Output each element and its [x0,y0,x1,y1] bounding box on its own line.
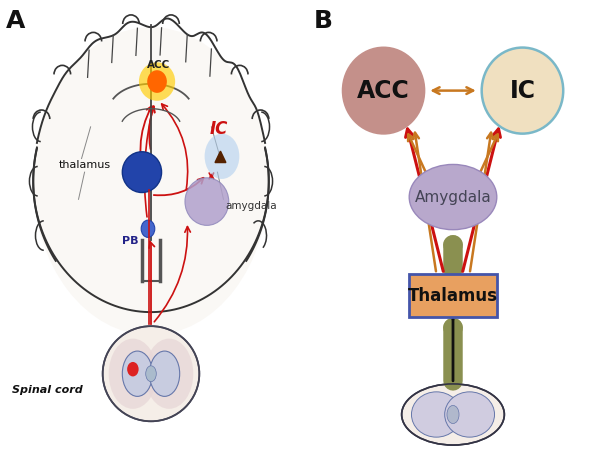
Text: B: B [314,9,333,33]
Text: A: A [6,9,25,33]
Ellipse shape [145,339,193,409]
Ellipse shape [122,351,152,396]
Text: Amygdala: Amygdala [414,189,492,205]
Ellipse shape [447,405,459,424]
Text: IC: IC [210,120,228,138]
Ellipse shape [402,384,504,445]
Text: ACC: ACC [357,79,410,102]
Ellipse shape [146,366,156,381]
Text: ACC: ACC [147,60,170,70]
Ellipse shape [445,392,495,437]
Ellipse shape [411,392,461,437]
Ellipse shape [482,48,563,134]
Ellipse shape [410,164,496,230]
Text: Thalamus: Thalamus [408,287,498,304]
Ellipse shape [147,70,167,93]
Ellipse shape [103,326,199,421]
Ellipse shape [33,27,269,335]
Ellipse shape [185,178,229,225]
Polygon shape [215,151,226,163]
Text: Spinal cord: Spinal cord [12,385,83,395]
Ellipse shape [122,152,162,193]
Ellipse shape [109,339,157,409]
Text: thalamus: thalamus [59,160,111,170]
FancyBboxPatch shape [410,274,496,317]
Ellipse shape [150,351,180,396]
Ellipse shape [127,362,138,376]
Ellipse shape [141,220,155,237]
Text: amygdala: amygdala [225,201,277,211]
Text: IC: IC [509,79,536,102]
Ellipse shape [205,134,239,179]
Ellipse shape [343,48,424,134]
Ellipse shape [139,62,175,101]
Text: PB: PB [123,236,139,246]
